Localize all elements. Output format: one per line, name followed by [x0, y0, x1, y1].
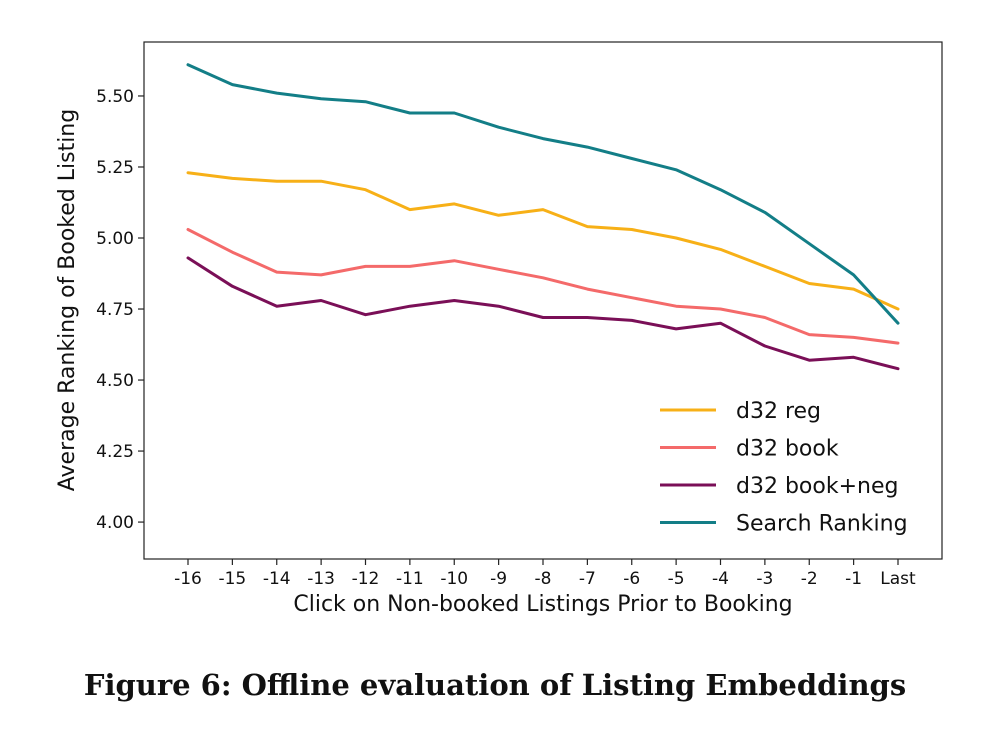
x-axis-ticks: -16 -15 -14 -13 -12 -11 -10 -9 -8 -7 -6 -5 -4 -3 -2 -1 L…	[174, 559, 916, 589]
x-tick-label: -2	[801, 569, 818, 589]
series-line-0	[186, 171, 900, 311]
legend-label: d32 book	[736, 437, 839, 462]
x-tick-label: -13	[307, 569, 335, 589]
series-line-2	[186, 256, 900, 371]
legend-label: Search Ranking	[736, 512, 908, 537]
x-tick-label: -15	[218, 569, 246, 589]
x-tick-label: -14	[263, 569, 291, 589]
x-tick-label: -8	[535, 569, 552, 589]
y-tick-label: 5.00	[96, 229, 134, 249]
x-tick-label: -11	[396, 569, 424, 589]
x-tick-label: -1	[845, 569, 862, 589]
y-tick-label: 5.25	[96, 158, 134, 178]
x-tick-label: -4	[712, 569, 729, 589]
x-tick-label: -10	[440, 569, 468, 589]
line-chart: 4.004.254.504.755.005.255.50 -16 -15 -14 -1…	[55, 41, 943, 617]
y-axis-ticks: 4.00 4.25 4.50 4.75 5.00 5.25 5.50	[96, 87, 144, 533]
x-tick-label: -5	[668, 569, 685, 589]
x-tick-label: -12	[352, 569, 380, 589]
y-tick-label: 4.75	[96, 300, 134, 320]
y-tick-label: 4.00	[96, 513, 134, 533]
y-tick-label: 4.50	[96, 371, 134, 391]
x-tick-label: -16	[174, 569, 202, 589]
y-tick-label: 5.50	[96, 87, 134, 107]
x-tick-label: -7	[579, 569, 596, 589]
series-line-1	[186, 228, 900, 345]
legend-label: d32 book+neg	[736, 474, 898, 499]
x-tick-label: Last	[880, 569, 916, 589]
legend: d32 reg d32 book d32 book+neg Search Rankin…	[660, 399, 908, 537]
x-tick-label: -3	[756, 569, 773, 589]
y-tick-label: 4.25	[96, 442, 134, 462]
series-line-3	[186, 63, 900, 325]
x-axis-label: Click on Non-booked Listings Prior to Bo…	[293, 592, 792, 617]
series-lines	[186, 63, 900, 371]
legend-label: d32 reg	[736, 399, 821, 424]
x-tick-label: -9	[490, 569, 507, 589]
y-axis-label: Average Ranking of Booked Listing	[55, 109, 80, 491]
figure-caption: Figure 6: Offline evaluation of Listing …	[83, 668, 907, 702]
x-tick-label: -6	[623, 569, 640, 589]
